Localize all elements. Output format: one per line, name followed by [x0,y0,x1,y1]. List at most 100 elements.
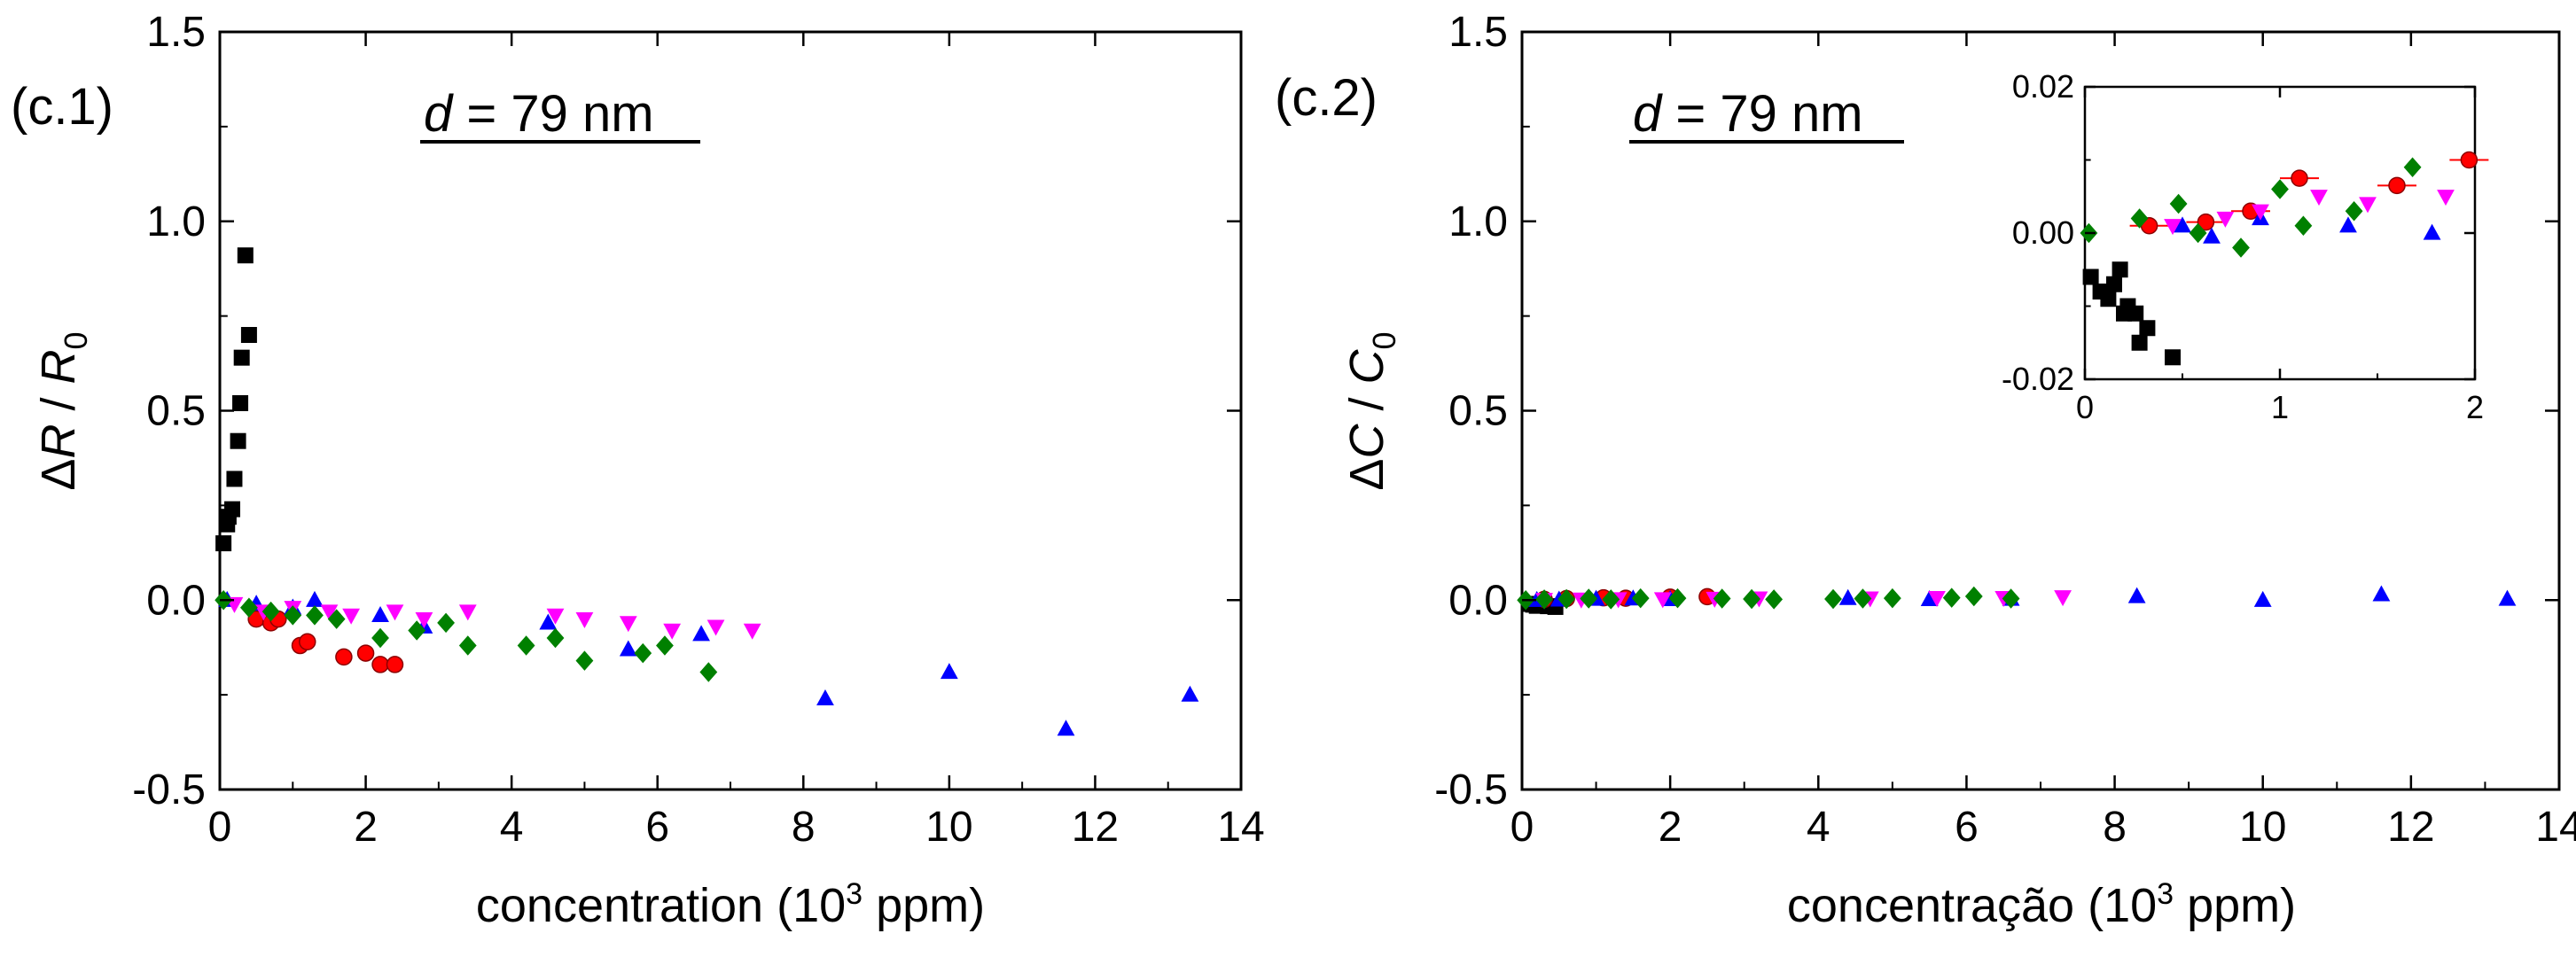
inset-x-tick-label: 1 [2271,389,2289,425]
x-axis-label: concentração (103 ppm) [1787,877,2296,932]
y-tick-label: 1.0 [146,198,206,245]
data-point-B [371,656,389,673]
data-point-E [262,601,280,622]
chart-panel-c2: 0 2 4 6 8 10 12 14-0.50.00.51.01.5 (c.2) d = 79… [1275,9,2576,932]
data-marks [1517,585,2517,615]
x-axis-label-main: concentração (10 [1787,879,2157,932]
x-tick-label: 8 [792,804,816,851]
y-tick-label: -0.5 [1434,766,1508,813]
data-point-E [1824,588,1842,610]
inset-data-point-A [2131,334,2148,351]
inset-axis-ticks: 0 1 2 -0.02 0.00 0.02 [2002,68,2484,425]
data-point-C [306,590,324,607]
inset-data-point-E [2169,193,2188,214]
y-axis-label-slash: / [1340,384,1393,424]
data-point-A [233,349,250,366]
y-axis-label: ΔR / R0 [32,331,94,490]
data-point-E [1743,588,1760,610]
x-axis-label: concentration (103 ppm) [476,877,985,932]
annotation-variable: d [1633,85,1663,143]
data-point-D [1928,591,1946,608]
x-tick-label: 10 [925,804,972,851]
chart-panel-c1: 0 2 4 6 8 10 12 14 -0.5 0.0 0.5 1.0 1.5 (c.1) d = 79… [11,9,1265,932]
inset-data-point-E [2271,179,2289,199]
inset-data-point-B [2291,169,2308,187]
data-point-C [1057,720,1075,736]
inset-data-point-C [2174,216,2191,233]
x-tick-label: 12 [2387,804,2434,851]
thickness-annotation: d = 79 nm [424,85,654,143]
data-point-D [663,623,682,640]
inset-data-point-E [2345,201,2363,222]
inset-data-point-D [2252,204,2269,221]
data-point-E [1942,587,1961,608]
y-tick-label: 0.0 [1448,577,1508,624]
data-point-E [1713,588,1731,609]
data-point-E [1964,586,1983,607]
inset-data-point-E [2189,222,2207,244]
x-tick-label: 0 [208,804,232,851]
data-point-E [371,627,389,649]
data-point-C [1920,590,1939,607]
data-point-E [575,650,594,671]
data-point-E [437,612,455,634]
data-point-D [458,604,477,621]
data-point-E [546,627,565,649]
data-point-D [415,611,433,628]
panel-label: (c.2) [1275,69,1378,127]
inset-x-tick-label: 2 [2466,389,2484,425]
data-point-C [692,625,710,642]
inset-data-point-C [2339,216,2357,233]
panel-label: (c.1) [11,78,113,136]
data-point-E [327,609,346,629]
y-axis-label-var2: C [1340,348,1393,384]
data-point-E [1535,589,1553,610]
data-point-E [656,635,674,656]
inset-data-point-E [2403,157,2422,177]
annotation-variable: d [424,85,454,143]
x-tick-label: 2 [354,804,378,851]
data-point-D [320,604,339,621]
data-point-C [619,640,637,657]
x-axis-label-end: ppm) [863,879,985,932]
data-point-C [2498,589,2517,606]
inset-y-tick-label: -0.02 [2002,361,2074,397]
data-point-D [575,611,594,628]
data-point-E [1631,587,1650,609]
inset-data-point-C [2423,223,2441,240]
inset-y-tick-label: 0.02 [2012,68,2074,105]
data-point-A [226,471,243,487]
y-axis-label-slash: / [32,384,85,424]
x-axis-label-sup: 3 [2157,877,2174,911]
y-axis-label-delta: Δ [32,458,85,490]
data-point-E [1602,589,1620,610]
data-point-E [634,642,652,664]
y-tick-label: 0.0 [146,577,206,624]
y-tick-label: -0.5 [132,766,206,813]
data-point-E [1668,587,1687,609]
data-point-C [371,606,389,622]
data-point-C [2372,585,2391,602]
data-point-B [386,656,404,673]
data-point-C [2253,590,2272,607]
x-tick-label: 14 [2535,804,2576,851]
inset-data-point-B [2460,151,2478,169]
inset-data-marks [2080,151,2489,366]
annotation-value: = 79 nm [1661,85,1862,143]
y-axis-label-var: C [1340,423,1393,458]
data-point-E [2002,588,2020,609]
data-point-D [1653,592,1672,609]
data-point-E [458,635,477,656]
y-tick-label: 1.0 [1448,198,1508,245]
x-tick-label: 12 [1072,804,1119,851]
y-axis-label-sub: 0 [1366,331,1402,349]
data-marks [215,247,1199,736]
data-point-D [743,623,761,640]
data-point-D [342,608,361,625]
inset-data-point-A [2106,276,2122,292]
inset-data-point-D [2164,219,2182,236]
data-point-D [546,608,565,625]
axis-ticks: 0 2 4 6 8 10 12 14-0.50.00.51.01.5 [1434,9,2576,851]
x-axis-label-sup: 3 [846,877,863,911]
